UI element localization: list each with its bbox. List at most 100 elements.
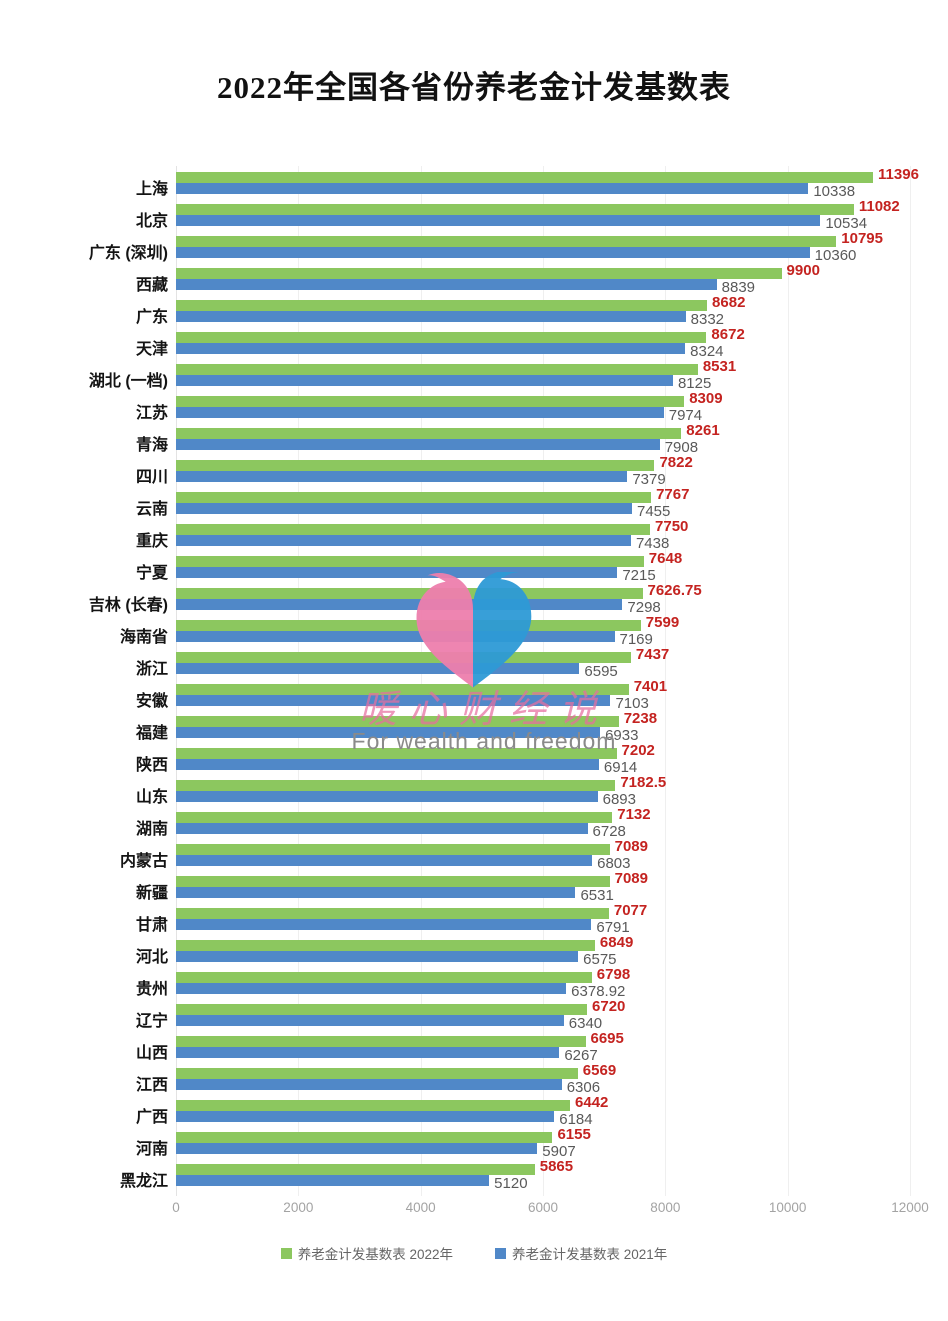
- bar-2021: [176, 311, 686, 322]
- chart-row: 辽宁 6720 6340: [0, 999, 948, 1036]
- value-label-2021: 6575: [583, 951, 617, 968]
- chart-legend: 养老金计发基数表 2022年 养老金计发基数表 2021年: [0, 1243, 948, 1263]
- chart-row: 广西 6442 6184: [0, 1095, 948, 1132]
- bar-group: 8309 7974: [176, 391, 910, 428]
- chart-row: 江西 6569 6306: [0, 1063, 948, 1100]
- category-label: 浙江: [135, 661, 168, 678]
- value-label-2021: 8324: [690, 343, 724, 360]
- bar-group: 7626.75 7298: [176, 583, 910, 620]
- value-label-2021: 6340: [568, 1015, 603, 1032]
- value-label-2022: 9900: [786, 262, 820, 279]
- chart-row: 吉林 (长春) 7626.75 7298: [0, 583, 948, 620]
- category-label: 湖北 (一档): [88, 373, 168, 390]
- value-label-2021: 5907: [542, 1143, 576, 1160]
- bar-2021: [176, 951, 579, 962]
- value-label-2021: 6595: [584, 663, 618, 680]
- chart-row: 海南省 7599 7169: [0, 615, 948, 652]
- bar-2021: [176, 727, 601, 738]
- bar-2021: [176, 375, 673, 386]
- value-label-2022: 11396: [878, 166, 919, 183]
- bar-group: 6798 6378.92: [176, 967, 910, 1004]
- bar-2021: [176, 439, 660, 450]
- bar-2022: [176, 1132, 553, 1143]
- value-label-2022: 6569: [582, 1062, 617, 1079]
- category-label: 陕西: [135, 757, 168, 774]
- category-label: 天津: [135, 341, 168, 358]
- bar-2021: [176, 631, 615, 642]
- legend-item-2021: 养老金计发基数表 2021年: [495, 1243, 667, 1263]
- bar-2021: [176, 983, 567, 994]
- bar-group: 6155 5907: [176, 1127, 910, 1164]
- bar-2021: [176, 791, 598, 802]
- chart-row: 北京 11082 10534: [0, 199, 948, 236]
- category-label: 山西: [135, 1045, 168, 1062]
- bar-2022: [176, 908, 609, 919]
- chart-row: 甘肃 7077 6791: [0, 903, 948, 940]
- chart-row: 上海 11396 10338: [0, 167, 948, 204]
- category-label: 安徽: [135, 693, 168, 710]
- bar-2021: [176, 919, 592, 930]
- x-tick-label: 0: [172, 1200, 180, 1215]
- category-label: 辽宁: [135, 1013, 168, 1030]
- bar-group: 6849 6575: [176, 935, 910, 972]
- value-label-2021: 8839: [721, 279, 756, 296]
- chart-row: 西藏 9900 8839: [0, 263, 948, 300]
- value-label-2021: 6306: [566, 1079, 601, 1096]
- value-label-2022: 7626.75: [647, 582, 702, 599]
- value-label-2021: 6378.92: [571, 983, 626, 1000]
- bar-group: 7238 6933: [176, 711, 910, 748]
- bar-2022: [176, 684, 629, 695]
- value-label-2021: 6267: [564, 1047, 598, 1064]
- category-label: 福建: [135, 725, 168, 742]
- chart-row: 新疆 7089 6531: [0, 871, 948, 908]
- value-label-2021: 7169: [619, 631, 653, 648]
- bar-group: 7648 7215: [176, 551, 910, 588]
- bar-2021: [176, 1079, 562, 1090]
- bar-group: 6442 6184: [176, 1095, 910, 1132]
- bar-2022: [176, 492, 652, 503]
- value-label-2022: 6798: [596, 966, 631, 983]
- value-label-2021: 10534: [825, 215, 868, 232]
- value-label-2021: 10360: [814, 247, 857, 264]
- value-label-2021: 7298: [627, 599, 661, 616]
- bar-group: 6569 6306: [176, 1063, 910, 1100]
- bar-2022: [176, 940, 595, 951]
- bar-group: 11082 10534: [176, 199, 910, 236]
- chart-row: 浙江 7437 6595: [0, 647, 948, 684]
- value-label-2022: 7648: [648, 550, 683, 567]
- category-label: 青海: [135, 437, 168, 454]
- chart-row: 宁夏 7648 7215: [0, 551, 948, 588]
- bar-group: 7077 6791: [176, 903, 910, 940]
- bar-2022: [176, 428, 682, 439]
- value-label-2021: 6728: [592, 823, 626, 840]
- bar-2021: [176, 183, 809, 194]
- value-label-2022: 7202: [621, 742, 655, 759]
- bar-2021: [176, 1143, 538, 1154]
- category-label: 重庆: [135, 533, 168, 550]
- value-label-2022: 7077: [613, 902, 648, 919]
- legend-swatch-icon: [495, 1247, 506, 1259]
- chart-row: 安徽 7401 7103: [0, 679, 948, 716]
- value-label-2021: 7379: [632, 471, 666, 488]
- bar-group: 7132 6728: [176, 807, 910, 844]
- x-tick-label: 6000: [527, 1200, 559, 1215]
- x-tick-label: 12000: [891, 1200, 929, 1215]
- value-label-2022: 8682: [712, 294, 746, 311]
- value-label-2022: 11082: [858, 198, 900, 215]
- value-label-2022: 7132: [617, 806, 651, 823]
- value-label-2022: 7599: [645, 614, 680, 631]
- category-label: 湖南: [135, 821, 168, 838]
- value-label-2022: 5865: [539, 1158, 574, 1175]
- legend-label: 养老金计发基数表 2022年: [297, 1247, 453, 1262]
- value-label-2021: 6791: [596, 919, 630, 936]
- bar-2021: [176, 535, 631, 546]
- value-label-2022: 7238: [623, 710, 658, 727]
- value-label-2022: 8261: [686, 422, 720, 439]
- gridline: [787, 166, 789, 1196]
- bar-group: 7599 7169: [176, 615, 910, 652]
- bar-2022: [176, 1036, 586, 1047]
- category-label: 广东: [135, 309, 168, 326]
- bar-2021: [176, 823, 588, 834]
- value-label-2021: 6914: [603, 759, 638, 776]
